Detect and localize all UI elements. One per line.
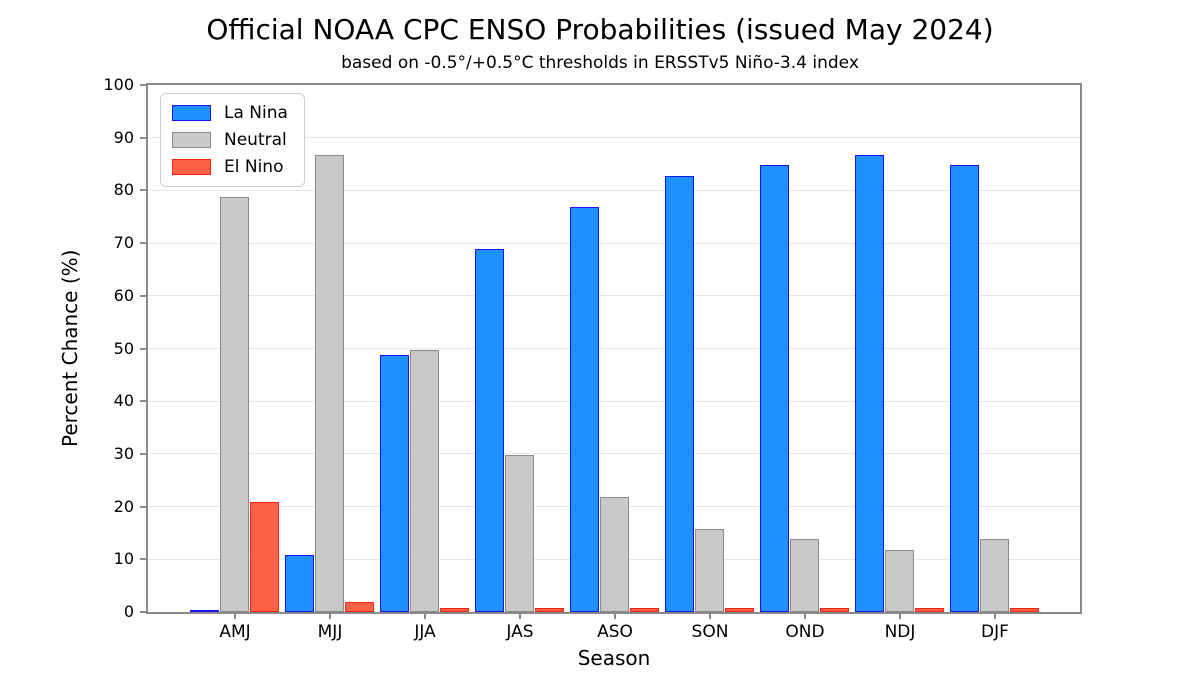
- x-tick-label-djf: DJF: [981, 622, 1009, 642]
- bar-el-nino-djf: [1010, 607, 1039, 612]
- x-tick-label-son: SON: [691, 622, 729, 642]
- legend-label-la-nina: La Nina: [224, 103, 288, 123]
- y-tick-mark-10: [140, 558, 146, 561]
- bar-neutral-son: [695, 528, 724, 612]
- y-tick-label-60: 60: [113, 285, 134, 305]
- bar-el-nino-ond: [820, 607, 849, 612]
- legend-item-el-nino: El Nino: [172, 157, 288, 177]
- legend-swatch-la-nina: [172, 105, 211, 121]
- x-tick-label-aso: ASO: [597, 622, 633, 642]
- y-tick-mark-40: [140, 400, 146, 403]
- bar-el-nino-ndj: [915, 607, 944, 612]
- x-tick-mark-amj: [234, 614, 236, 619]
- bar-neutral-aso: [600, 497, 629, 612]
- bar-neutral-ndj: [885, 549, 914, 612]
- y-tick-mark-70: [140, 242, 146, 245]
- y-tick-label-40: 40: [113, 391, 134, 411]
- bar-el-nino-son: [725, 607, 754, 612]
- x-tick-mark-son: [709, 614, 711, 619]
- gridline-40: [148, 400, 1080, 402]
- bar-neutral-mjj: [315, 154, 344, 612]
- x-axis-label: Season: [577, 646, 651, 670]
- x-tick-label-mjj: MJJ: [317, 622, 343, 642]
- legend: La Nina Neutral El Nino: [160, 93, 305, 187]
- chart-title: Official NOAA CPC ENSO Probabilities (is…: [206, 13, 994, 46]
- gridline-80: [148, 189, 1080, 191]
- bar-neutral-amj: [220, 196, 249, 612]
- gridline-50: [148, 348, 1080, 349]
- y-tick-label-100: 100: [103, 75, 134, 94]
- y-tick-mark-80: [140, 189, 146, 192]
- y-tick-mark-0: [140, 611, 146, 613]
- legend-swatch-neutral: [172, 132, 211, 148]
- y-tick-mark-50: [140, 347, 146, 350]
- bar-neutral-jja: [410, 349, 439, 612]
- gridline-30: [148, 453, 1080, 455]
- x-tick-mark-jas: [519, 614, 521, 619]
- y-tick-label-0: 0: [123, 602, 134, 621]
- y-tick-label-80: 80: [113, 180, 134, 200]
- bar-la-nina-son: [665, 175, 694, 612]
- gridline-60: [148, 295, 1080, 297]
- x-tick-mark-ond: [804, 614, 806, 619]
- bar-la-nina-ndj: [855, 154, 884, 612]
- bar-neutral-jas: [505, 454, 534, 612]
- x-tick-mark-djf: [994, 614, 996, 619]
- x-tick-mark-jja: [424, 614, 426, 619]
- legend-swatch-el-nino: [172, 159, 211, 175]
- bar-la-nina-aso: [570, 207, 599, 612]
- x-tick-label-ndj: NDJ: [884, 622, 916, 642]
- legend-label-neutral: Neutral: [224, 130, 287, 150]
- y-tick-mark-20: [140, 505, 146, 508]
- chart-subtitle: based on -0.5°/+0.5°C thresholds in ERSS…: [341, 53, 859, 73]
- y-tick-mark-30: [140, 452, 146, 455]
- bar-la-nina-djf: [950, 165, 979, 612]
- bar-el-nino-mjj: [345, 602, 374, 612]
- bar-neutral-djf: [980, 539, 1009, 612]
- bar-el-nino-amj: [250, 502, 279, 612]
- legend-item-la-nina: La Nina: [172, 103, 288, 123]
- bar-la-nina-jas: [475, 249, 504, 612]
- bar-la-nina-mjj: [285, 555, 314, 612]
- x-tick-label-jas: JAS: [506, 622, 534, 642]
- x-tick-mark-aso: [614, 614, 616, 619]
- y-tick-label-90: 90: [113, 127, 134, 147]
- gridline-70: [148, 242, 1080, 244]
- y-tick-label-70: 70: [113, 233, 134, 253]
- y-tick-label-20: 20: [113, 496, 134, 516]
- legend-item-neutral: Neutral: [172, 130, 288, 150]
- y-tick-label-50: 50: [113, 338, 134, 358]
- y-tick-mark-90: [140, 136, 146, 139]
- y-tick-label-10: 10: [113, 549, 134, 569]
- gridline-90: [148, 137, 1080, 139]
- bar-el-nino-aso: [630, 607, 659, 612]
- plot-area: La Nina Neutral El Nino: [148, 85, 1080, 612]
- bar-el-nino-jas: [535, 607, 564, 612]
- bar-el-nino-jja: [440, 607, 469, 612]
- y-tick-mark-60: [140, 294, 146, 297]
- bar-neutral-ond: [790, 539, 819, 612]
- y-tick-label-30: 30: [113, 443, 134, 463]
- legend-label-el-nino: El Nino: [224, 157, 284, 177]
- y-tick-mark-100: [140, 84, 146, 86]
- bar-la-nina-jja: [380, 354, 409, 612]
- x-tick-label-jja: JJA: [414, 622, 436, 642]
- x-tick-label-amj: AMJ: [219, 622, 251, 642]
- bar-la-nina-amj: [190, 610, 219, 612]
- x-tick-mark-mjj: [329, 614, 331, 619]
- bar-la-nina-ond: [760, 165, 789, 612]
- x-tick-mark-ndj: [899, 614, 901, 619]
- x-tick-label-ond: OND: [785, 622, 825, 642]
